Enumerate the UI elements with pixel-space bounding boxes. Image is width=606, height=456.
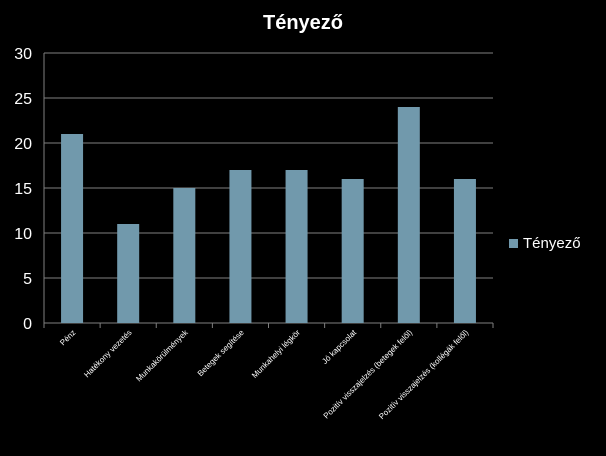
bar (453, 179, 476, 323)
y-tick-label: 5 (23, 271, 32, 288)
x-tick-label: Munkahelyi légkör (250, 328, 302, 380)
x-tick-label: Betegek segítése (196, 328, 246, 378)
y-tick-label: 10 (14, 226, 32, 243)
legend-swatch (509, 239, 518, 248)
y-tick-label: 25 (14, 91, 32, 108)
x-tick-label: Pozitív visszajelzés (betegek felől) (322, 328, 415, 421)
y-tick-label: 30 (14, 46, 32, 63)
x-tick-label: Munkakörülmények (134, 327, 190, 383)
y-tick-label: 20 (14, 136, 32, 153)
x-tick-label: Pozitív visszajelzés (kollégák felől) (377, 328, 470, 421)
bar (61, 134, 84, 323)
bar (173, 188, 196, 323)
legend: Tényező (509, 235, 581, 252)
x-tick-label: Hatékony vezetés (82, 328, 133, 379)
chart-title: Tényező (262, 12, 344, 34)
x-tick-label: Pénz (58, 328, 77, 347)
bar (117, 224, 140, 323)
y-tick-label: 15 (14, 181, 32, 198)
x-tick-label: Jó kapcsolat (320, 328, 358, 366)
bar (397, 107, 420, 323)
bar (229, 170, 252, 323)
y-tick-label: 0 (23, 316, 32, 333)
legend-label: Tényező (523, 235, 581, 252)
bar (285, 170, 308, 323)
bar (341, 179, 364, 323)
